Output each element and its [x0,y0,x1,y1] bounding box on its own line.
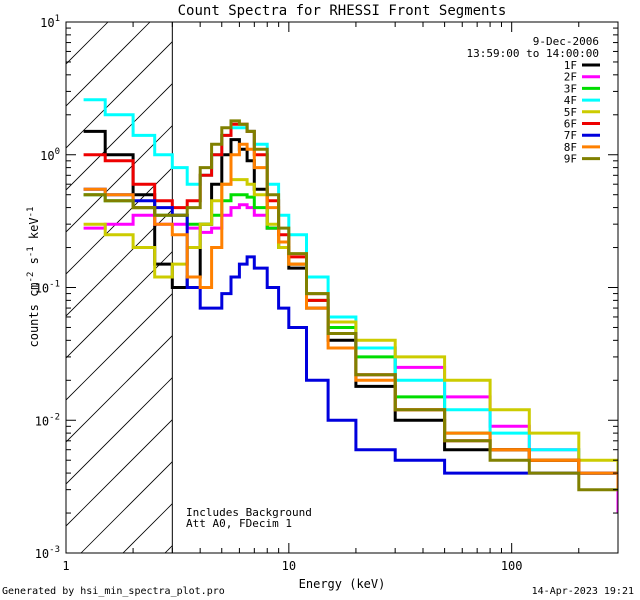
hatch-line [66,41,173,149]
x-tick-label: 10 [282,559,296,573]
hatch-line [66,209,173,317]
footer-date-time: 14-Apr-2023 19:21 [532,586,634,597]
series-line-2F [83,203,618,513]
series-line-1F [83,129,618,490]
y-label-part: counts cm [27,282,41,347]
x-tick-labels: 1 10 100 [62,559,522,573]
y-tick-base: 10 [35,547,49,561]
series-line-5F [83,178,618,490]
y-tick-label: 100 [40,147,60,163]
series-line-6F [83,122,618,490]
legend-label: 6F [564,118,577,131]
series-line-9F [83,119,618,492]
y-tick-base: 10 [40,16,54,30]
y-tick-exponent: -2 [49,412,60,422]
legend-label: 1F [564,59,577,72]
y-tick-base: 10 [35,414,49,428]
y-label-sup: -1 [26,246,36,257]
hatch-line [66,419,173,527]
y-label-part: keV [27,217,41,246]
y-tick-label: 10-1 [35,280,60,296]
y-label-sup: -1 [26,207,36,218]
legend-label: 9F [564,153,577,166]
y-tick-exponent: 0 [55,147,60,157]
annotation-background: Includes Background [186,506,312,519]
y-axis-label: counts cm-2 s-1 keV-1 [26,207,41,348]
legend-label: 2F [564,71,577,84]
y-tick-base: 10 [35,282,49,296]
y-tick-label: 10-3 [35,545,60,561]
y-tick-exponent: -3 [49,545,60,555]
y-tick-exponent: 1 [55,14,60,24]
legend-label: 5F [564,106,577,119]
y-label-part: s [27,257,41,271]
hatch-line [66,83,173,191]
hatched-region [66,22,173,553]
x-tick-label: 1 [62,559,69,573]
legend-label: 4F [564,94,577,107]
y-tick-label: 101 [40,14,60,30]
y-tick-base: 10 [40,149,54,163]
x-tick-label: 100 [501,559,523,573]
chart-title: Count Spectra for RHESSI Front Segments [178,3,507,19]
y-tick-label: 10-2 [35,412,60,428]
legend-label: 3F [564,82,577,95]
x-axis-label: Energy (keV) [299,577,386,591]
series-line-7F [83,187,618,490]
hatch-line [66,251,173,359]
hatch-line [66,377,173,485]
legend-label: 8F [564,141,577,154]
axis-ticks [65,22,619,554]
y-tick-exponent: -1 [49,280,60,290]
footer-generated-by: Generated by hsi_min_spectra_plot.pro [2,586,225,597]
time-range-label: 13:59:00 to 14:00:00 [467,47,599,60]
legend-label: 7F [564,129,577,142]
series-line-4F [83,98,618,490]
date-label: 9-Dec-2006 [533,35,599,48]
series-line-3F [83,193,618,490]
hatch-line [80,461,173,553]
y-label-sup: -2 [26,272,36,283]
series-group [83,98,618,513]
annotation-attenuator: Att A0, FDecim 1 [186,517,292,530]
